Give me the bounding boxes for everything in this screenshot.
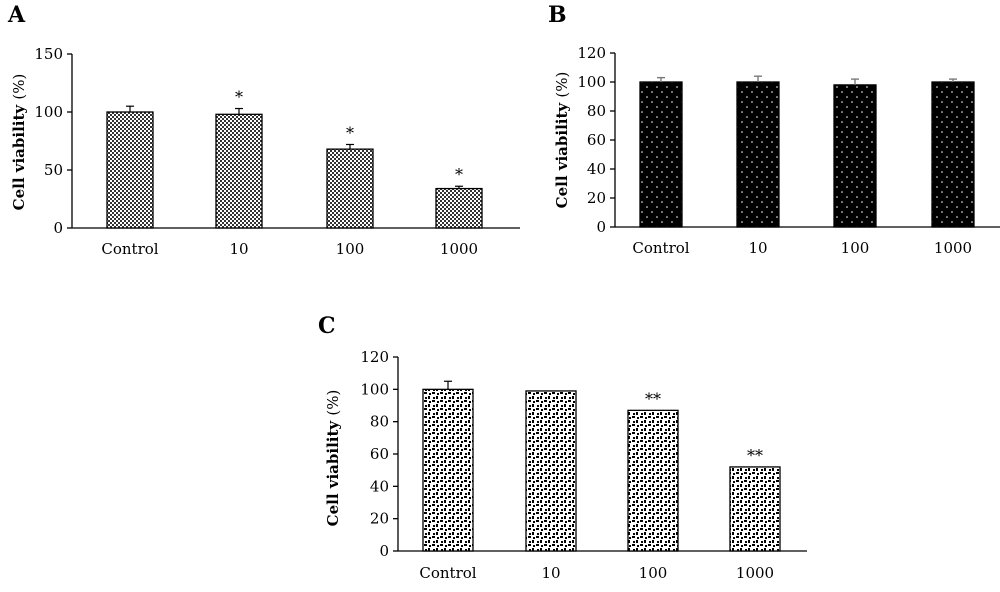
y-tick-label: 100: [34, 103, 63, 121]
y-axis-label-unit: (%): [553, 72, 571, 98]
bar: [833, 84, 877, 228]
y-tick-label: 20: [587, 189, 606, 207]
y-tick-label: 100: [360, 380, 389, 398]
y-tick-label: 20: [370, 510, 389, 528]
x-tick-label: Control: [101, 240, 158, 258]
bar: [736, 81, 780, 228]
panel-letter: B: [548, 2, 567, 28]
y-tick-label: 120: [360, 348, 389, 366]
bar: [627, 409, 679, 552]
bar: [326, 148, 374, 229]
x-tick-label: 100: [639, 564, 668, 582]
panel-letter: A: [7, 2, 26, 28]
y-tick-label: 0: [379, 542, 389, 560]
bar: [931, 81, 975, 228]
y-tick-label: 0: [53, 219, 63, 237]
significance-mark: **: [645, 389, 661, 408]
x-tick-label: 10: [748, 239, 767, 257]
y-axis-label: Cell viability (%): [324, 390, 342, 527]
x-tick-label: Control: [419, 564, 476, 582]
bar: [525, 390, 577, 552]
y-tick-label: 100: [577, 73, 606, 91]
x-tick-label: 1000: [440, 240, 478, 258]
y-tick-label: 60: [370, 445, 389, 463]
y-axis-label-text: Cell viability: [553, 102, 571, 209]
y-tick-label: 120: [577, 44, 606, 62]
x-tick-label: 1000: [934, 239, 972, 257]
x-tick-label: Control: [632, 239, 689, 257]
x-tick-label: 100: [841, 239, 870, 257]
bar: [422, 388, 474, 552]
significance-mark: **: [747, 446, 763, 465]
y-tick-label: 40: [370, 477, 389, 495]
bar: [106, 111, 154, 229]
chart-panel-b: B Cell viability (%) 0 20 40 60 80 100 120 Contro…: [548, 2, 1000, 257]
y-axis-label-unit: (%): [10, 74, 28, 100]
x-tick-label: 100: [336, 240, 365, 258]
y-axis-label-unit: (%): [324, 390, 342, 416]
y-tick-label: 0: [596, 218, 606, 236]
chart-panel-a: A Cell viability (%) 0 50 100 150 Control * 10 * 1…: [7, 2, 520, 258]
y-axis-label: Cell viability (%): [553, 72, 571, 209]
significance-mark: *: [455, 165, 463, 184]
bar: [639, 81, 683, 228]
bar: [215, 113, 263, 229]
y-axis-label: Cell viability (%): [10, 74, 28, 211]
chart-panel-c: C Cell viability (%) 0 20 40 60 80 100 120 Contro…: [318, 313, 807, 582]
panel-letter: C: [318, 313, 336, 339]
significance-mark: *: [235, 88, 243, 107]
y-tick-label: 40: [587, 160, 606, 178]
x-tick-label: 1000: [736, 564, 774, 582]
y-tick-label: 150: [34, 45, 63, 63]
x-tick-label: 10: [229, 240, 248, 258]
y-tick-label: 50: [44, 161, 63, 179]
y-axis-label-text: Cell viability: [10, 104, 28, 211]
y-tick-label: 80: [587, 102, 606, 120]
bar: [729, 466, 781, 552]
bar: [435, 187, 483, 229]
y-axis-label-text: Cell viability: [324, 420, 342, 527]
x-tick-label: 10: [541, 564, 560, 582]
significance-mark: *: [346, 123, 354, 142]
y-tick-label: 60: [587, 131, 606, 149]
y-tick-label: 80: [370, 413, 389, 431]
